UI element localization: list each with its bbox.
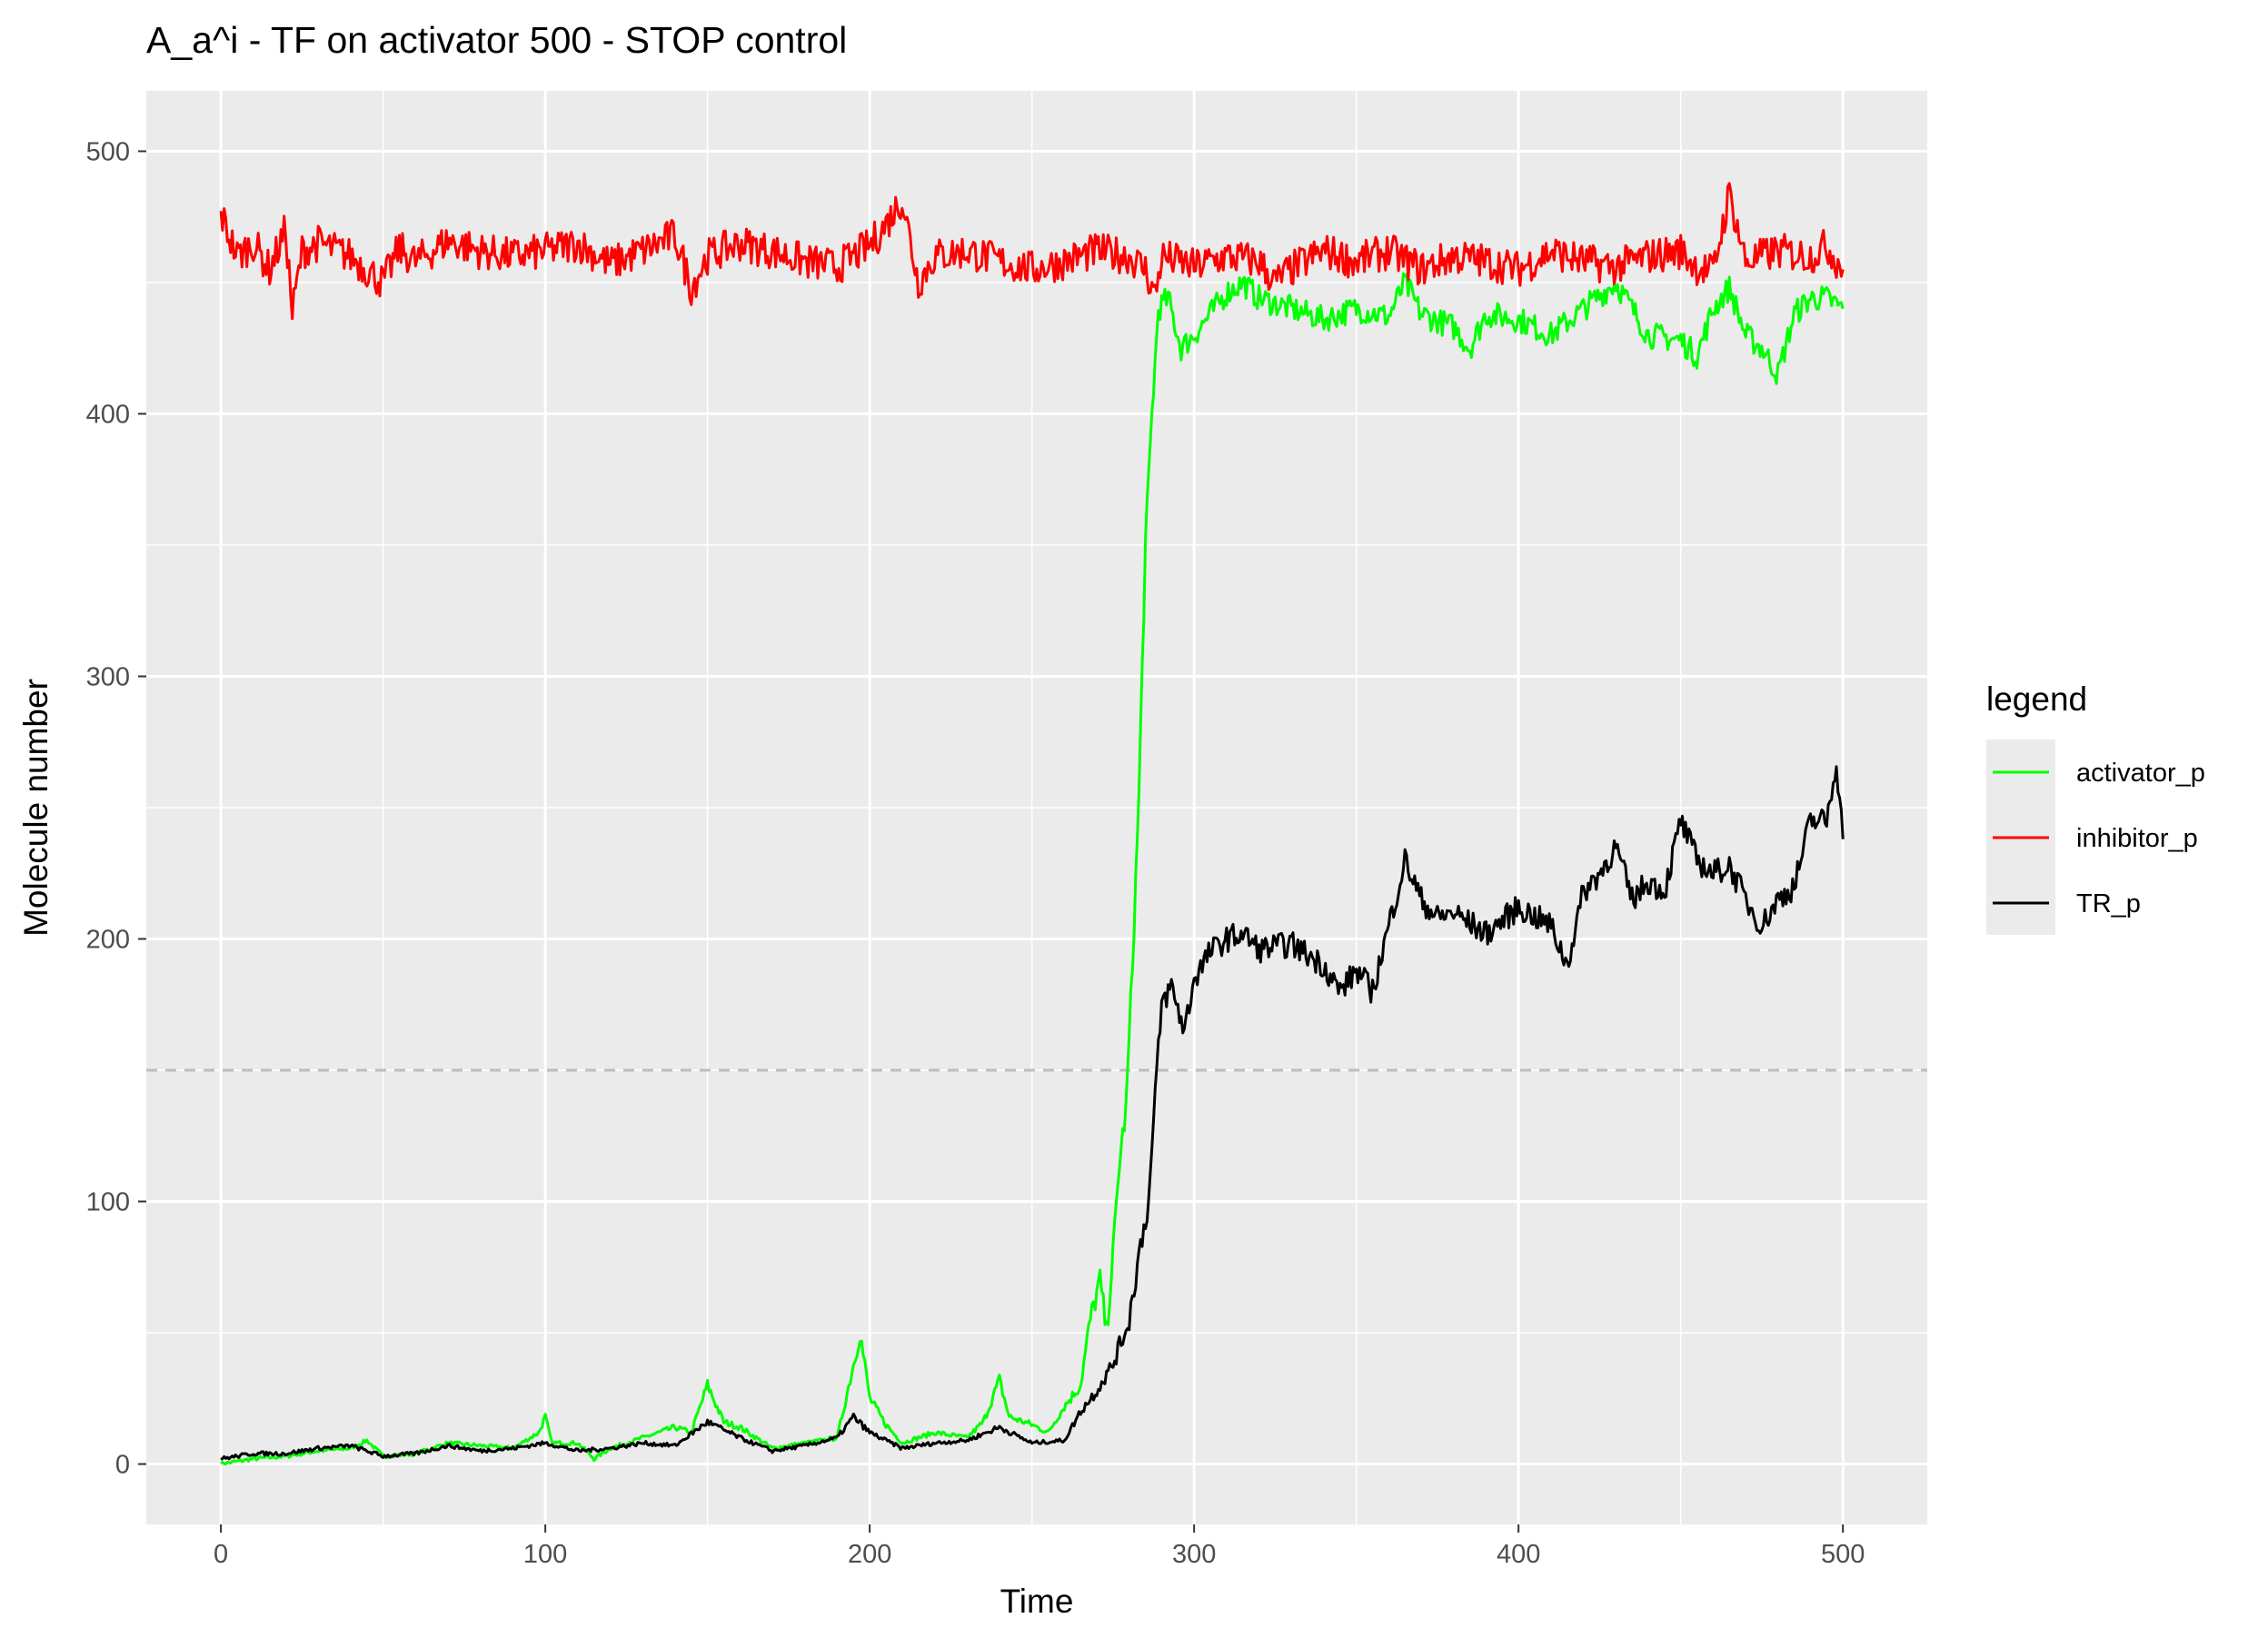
chart-title: A_a^i - TF on activator 500 - STOP contr…	[146, 19, 847, 61]
y-tick-label: 100	[86, 1188, 130, 1217]
legend: legend activator_p inhibitor_p TR_p	[1986, 680, 2205, 935]
legend-label-TR_p: TR_p	[2076, 889, 2141, 918]
x-axis: 0 100 200 300 400 500	[214, 1524, 1865, 1569]
series-line-TR_p	[220, 765, 1845, 1461]
x-tick-label: 300	[1172, 1540, 1216, 1569]
grid	[146, 91, 1927, 1524]
y-axis-title: Molecule number	[17, 679, 55, 937]
series-layer	[219, 182, 1845, 1465]
legend-label-inhibitor_p: inhibitor_p	[2076, 824, 2198, 853]
y-tick-label: 500	[86, 137, 130, 166]
y-tick-label: 300	[86, 662, 130, 691]
legend-title: legend	[1986, 680, 2087, 718]
y-tick-label: 0	[115, 1451, 130, 1480]
y-axis: 0 100 200 300 400 500	[86, 137, 146, 1480]
x-tick-label: 200	[848, 1540, 891, 1569]
x-tick-label: 100	[523, 1540, 567, 1569]
x-tick-label: 500	[1821, 1540, 1865, 1569]
x-axis-title: Time	[1000, 1583, 1074, 1620]
y-tick-label: 200	[86, 926, 130, 955]
x-tick-label: 400	[1497, 1540, 1540, 1569]
x-tick-label: 0	[214, 1540, 228, 1569]
y-tick-label: 400	[86, 400, 130, 429]
legend-label-activator_p: activator_p	[2076, 759, 2205, 788]
series-line-inhibitor_p	[219, 182, 1845, 321]
series-line-activator_p	[220, 272, 1845, 1465]
